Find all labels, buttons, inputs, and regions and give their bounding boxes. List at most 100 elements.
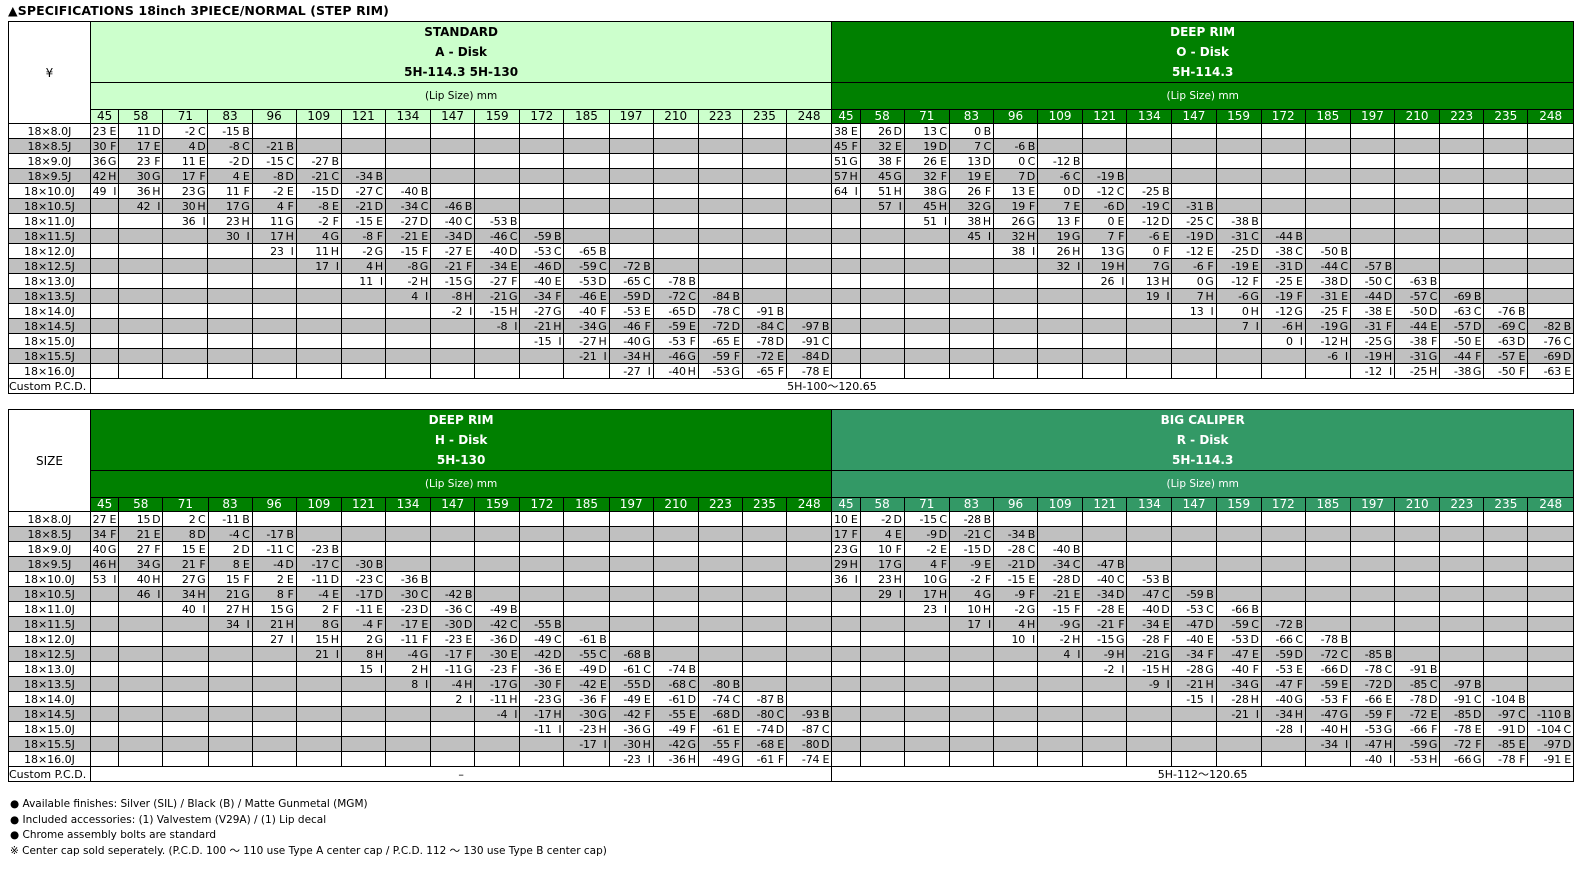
disk-letter: E [1073,199,1081,213]
offset-cell [430,348,476,364]
offset-cell [89,721,120,737]
offset-cell: -78 E [1439,721,1485,737]
offset-cell: -11 B [207,511,253,527]
offset-cell: -27 D [384,213,432,229]
offset-cell [1304,183,1351,199]
disk-letter: H [464,677,473,691]
disk-letter: G [1294,692,1304,706]
offset-cell: -91 C [1439,691,1485,707]
disk-letter: I [246,229,250,243]
offset-cell [608,586,654,602]
offset-cell: -21 G [1126,646,1173,662]
rim-size: 18×14.5J [8,318,91,334]
offset-cell: -8 G [384,258,432,274]
offset-cell [992,348,1039,364]
disk-letter: F [1296,677,1303,691]
offset-value: -69 [1453,289,1472,303]
offset-cell [652,556,699,572]
offset-cell: -78 E [785,363,833,379]
rim-size: 18×14.0J [8,691,91,707]
offset-cell: -91 C [785,333,833,349]
lip-size-248: 248 [1527,497,1574,512]
offset-cell: -104 B [1483,691,1529,707]
rim-size: 18×15.0J [8,721,91,737]
offset-value: -76 [1543,334,1562,348]
offset-cell [430,526,476,542]
offset-cell: -97 B [1439,676,1485,692]
offset-value: 13 [967,154,981,168]
disk-letter: H [1250,692,1259,706]
offset-cell [340,721,386,737]
offset-cell: -59 C [563,258,610,274]
disk-letter: E [242,169,250,183]
offset-value: -44 [1320,259,1339,273]
offset-cell [1082,138,1128,154]
offset-cell [1394,541,1441,557]
offset-value: -17 [444,647,463,661]
offset-value: -4 [229,527,240,541]
offset-value: -2 [407,274,419,288]
offset-value: -19 [1096,169,1115,183]
disk-letter: E [1073,587,1081,601]
offset-cell [251,363,297,379]
offset-cell [1393,198,1441,214]
offset-value: -21 [1096,617,1115,631]
offset-cell [1483,631,1529,647]
offset-cell: 11 F [207,183,253,199]
offset-cell [831,646,861,662]
offset-cell [1483,243,1529,259]
disk-letter: I [1344,737,1348,751]
offset-value: -25 [1231,244,1249,258]
disk-letter: G [107,542,117,556]
offset-cell [1483,123,1529,139]
offset-cell [1215,556,1262,572]
offset-cell [295,123,342,139]
offset-cell [1037,751,1084,767]
offset-cell: -85 C [1394,676,1441,692]
offset-value: -30 [623,737,641,751]
offset-cell: -25 B [1126,183,1173,199]
offset-cell [1171,511,1217,527]
offset-value: -68 [623,647,641,661]
disk-letter: F [421,632,429,646]
offset-cell: -27 F [474,273,521,289]
offset-value: -9 [926,527,937,541]
offset-cell [1349,541,1396,557]
disk-letter: I [647,364,651,378]
offset-cell [948,318,994,334]
offset-cell [1483,646,1529,662]
offset-cell [474,198,521,214]
offset-value: 46 [136,587,151,601]
offset-cell: 64 I [831,183,861,199]
offset-cell: 10 F [859,541,905,557]
disk-letter: G [1115,244,1125,258]
offset-cell [1439,153,1485,169]
offset-cell [859,288,905,304]
offset-cell: -40 E [519,273,565,289]
offset-value: 15 [359,662,373,676]
offset-cell [831,273,861,289]
disk-letter: F [154,154,161,168]
offset-value: -23 [534,692,552,706]
offset-cell [741,601,788,617]
offset-cell: -2 G [340,243,386,259]
offset-value: -6 [1148,229,1160,243]
offset-value: -78 [1453,722,1472,736]
offset-cell [741,228,787,244]
offset-cell: 23 H [207,213,253,229]
offset-cell [340,123,386,139]
offset-cell [785,258,833,274]
rim-size: 18×11.5J [8,616,91,632]
offset-value: -12 [1320,334,1339,348]
offset-cell [1171,571,1217,587]
offset-value: -59 [623,289,641,303]
disk-letter: C [599,259,607,273]
disk-letter: I [558,334,562,348]
offset-value: -40 [623,334,641,348]
offset-cell: 23 G [162,183,209,199]
offset-cell [1527,526,1574,542]
disk-letter: C [331,169,339,183]
